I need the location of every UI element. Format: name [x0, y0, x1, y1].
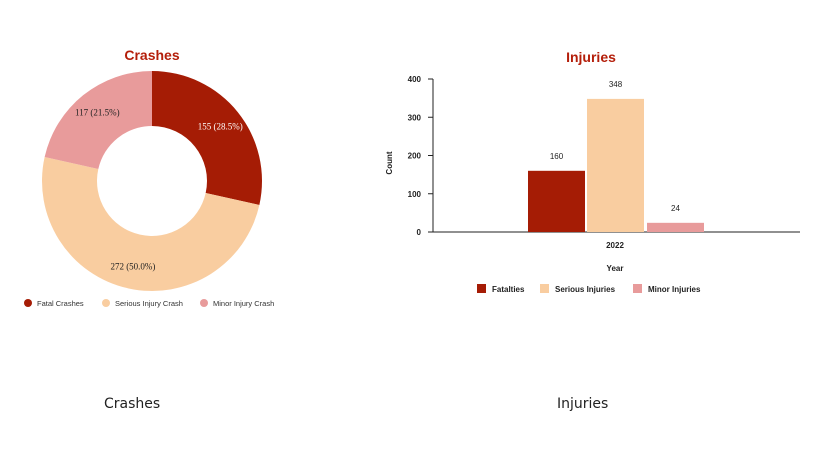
bar-minor-injuries	[647, 222, 704, 232]
legend-label-fatal-crashes: Fatal Crashes	[37, 299, 84, 308]
bar-value-serious-injuries: 348	[609, 80, 623, 89]
y-tick-label-100: 100	[408, 190, 422, 199]
bar-value-fatalties: 160	[550, 152, 564, 161]
legend-marker-fatal-crashes	[24, 299, 32, 307]
legend-label-minor-injury-crash: Minor Injury Crash	[213, 299, 274, 308]
crashes-legend: Fatal Crashes Serious Injury Crash Minor I…	[24, 299, 274, 308]
crashes-donut-chart: Crashes 155 (28.5%) 272 (50.0%) 117 (21.5%…	[24, 47, 274, 308]
bar-serious-injuries	[587, 98, 644, 232]
slice-serious-injury-crash	[42, 157, 260, 291]
legend-label-serious-injury-crash: Serious Injury Crash	[115, 299, 183, 308]
injuries-legend: Fatalties Serious Injuries Minor Injuries	[477, 284, 701, 294]
bar-fatalties	[528, 170, 585, 232]
crashes-chart-title: Crashes	[124, 47, 179, 63]
injuries-chart-title: Injuries	[566, 49, 616, 65]
legend-label-fatalties: Fatalties	[492, 285, 525, 294]
legend-marker-fatalties	[477, 284, 486, 293]
legend-label-minor-injuries: Minor Injuries	[648, 285, 701, 294]
slice-label-minor-injury-crash: 117 (21.5%)	[75, 108, 120, 118]
x-axis-title: Year	[607, 264, 624, 273]
injuries-bar-chart: Injuries 0 100 200 300 400 160 348 24 2022 Yea…	[385, 49, 800, 294]
y-tick-label-400: 400	[408, 75, 422, 84]
bar-value-minor-injuries: 24	[671, 204, 680, 213]
legend-marker-minor-injury-crash	[200, 299, 208, 307]
slice-label-serious-injury-crash: 272 (50.0%)	[110, 261, 155, 271]
y-axis-title: Count	[385, 151, 394, 174]
legend-marker-minor-injuries	[633, 284, 642, 293]
y-tick-label-0: 0	[417, 228, 422, 237]
legend-marker-serious-injury-crash	[102, 299, 110, 307]
legend-marker-serious-injuries	[540, 284, 549, 293]
y-tick-label-300: 300	[408, 113, 422, 122]
y-tick-label-200: 200	[408, 152, 422, 161]
x-tick-label-2022: 2022	[606, 241, 624, 250]
caption-crashes: Crashes	[104, 396, 161, 412]
slice-label-fatal-crashes: 155 (28.5%)	[198, 121, 243, 131]
y-axis-ticks: 0 100 200 300 400	[408, 75, 433, 237]
slice-minor-injury-crash	[44, 71, 153, 170]
slice-fatal-crashes	[152, 71, 262, 205]
legend-label-serious-injuries: Serious Injuries	[555, 285, 616, 294]
caption-injuries: Injuries	[557, 396, 609, 412]
